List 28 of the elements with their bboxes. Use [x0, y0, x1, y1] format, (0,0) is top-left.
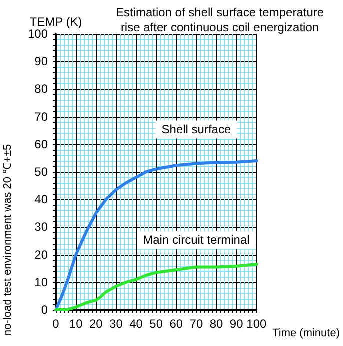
y-tick-label: 100 [28, 27, 48, 41]
y-tick-label: 80 [34, 82, 48, 96]
y-tick-label: 60 [34, 137, 48, 152]
x-tick-label: 70 [190, 317, 204, 331]
y-axis-title: TEMP (K) [30, 15, 82, 29]
x-tick-label: 60 [170, 317, 184, 331]
y-tick-label: 50 [34, 165, 48, 179]
x-axis-title: Time (minute) [272, 328, 340, 340]
x-tick-label: 0 [52, 317, 60, 331]
x-tick-label: 30 [110, 317, 124, 331]
y-tick-label: 0 [41, 303, 48, 317]
x-tick-label: 20 [89, 317, 104, 331]
y-tick-label: 20 [34, 248, 48, 262]
x-tick-label: 100 [246, 317, 267, 331]
y-tick-label: 70 [34, 110, 48, 124]
text: Shell surface [162, 122, 232, 137]
series-label: Main circuit terminal [143, 233, 250, 248]
y-tick-label: 90 [34, 54, 48, 69]
x-tick-label: 80 [210, 317, 224, 331]
x-tick-label: 90 [230, 317, 244, 331]
chart-title: Estimation of shell surface temperature rise after continuous coil energization [116, 6, 324, 34]
y-tick-label: 30 [34, 220, 48, 234]
x-tick-label: 50 [150, 317, 164, 331]
x-tick-label: 10 [69, 317, 84, 331]
y-tick-label: 10 [34, 275, 48, 290]
text: no-load test environment was 20 ℃+±5 [2, 144, 14, 336]
y-tick-label: 40 [34, 192, 48, 207]
x-tick-label: 40 [130, 317, 144, 331]
